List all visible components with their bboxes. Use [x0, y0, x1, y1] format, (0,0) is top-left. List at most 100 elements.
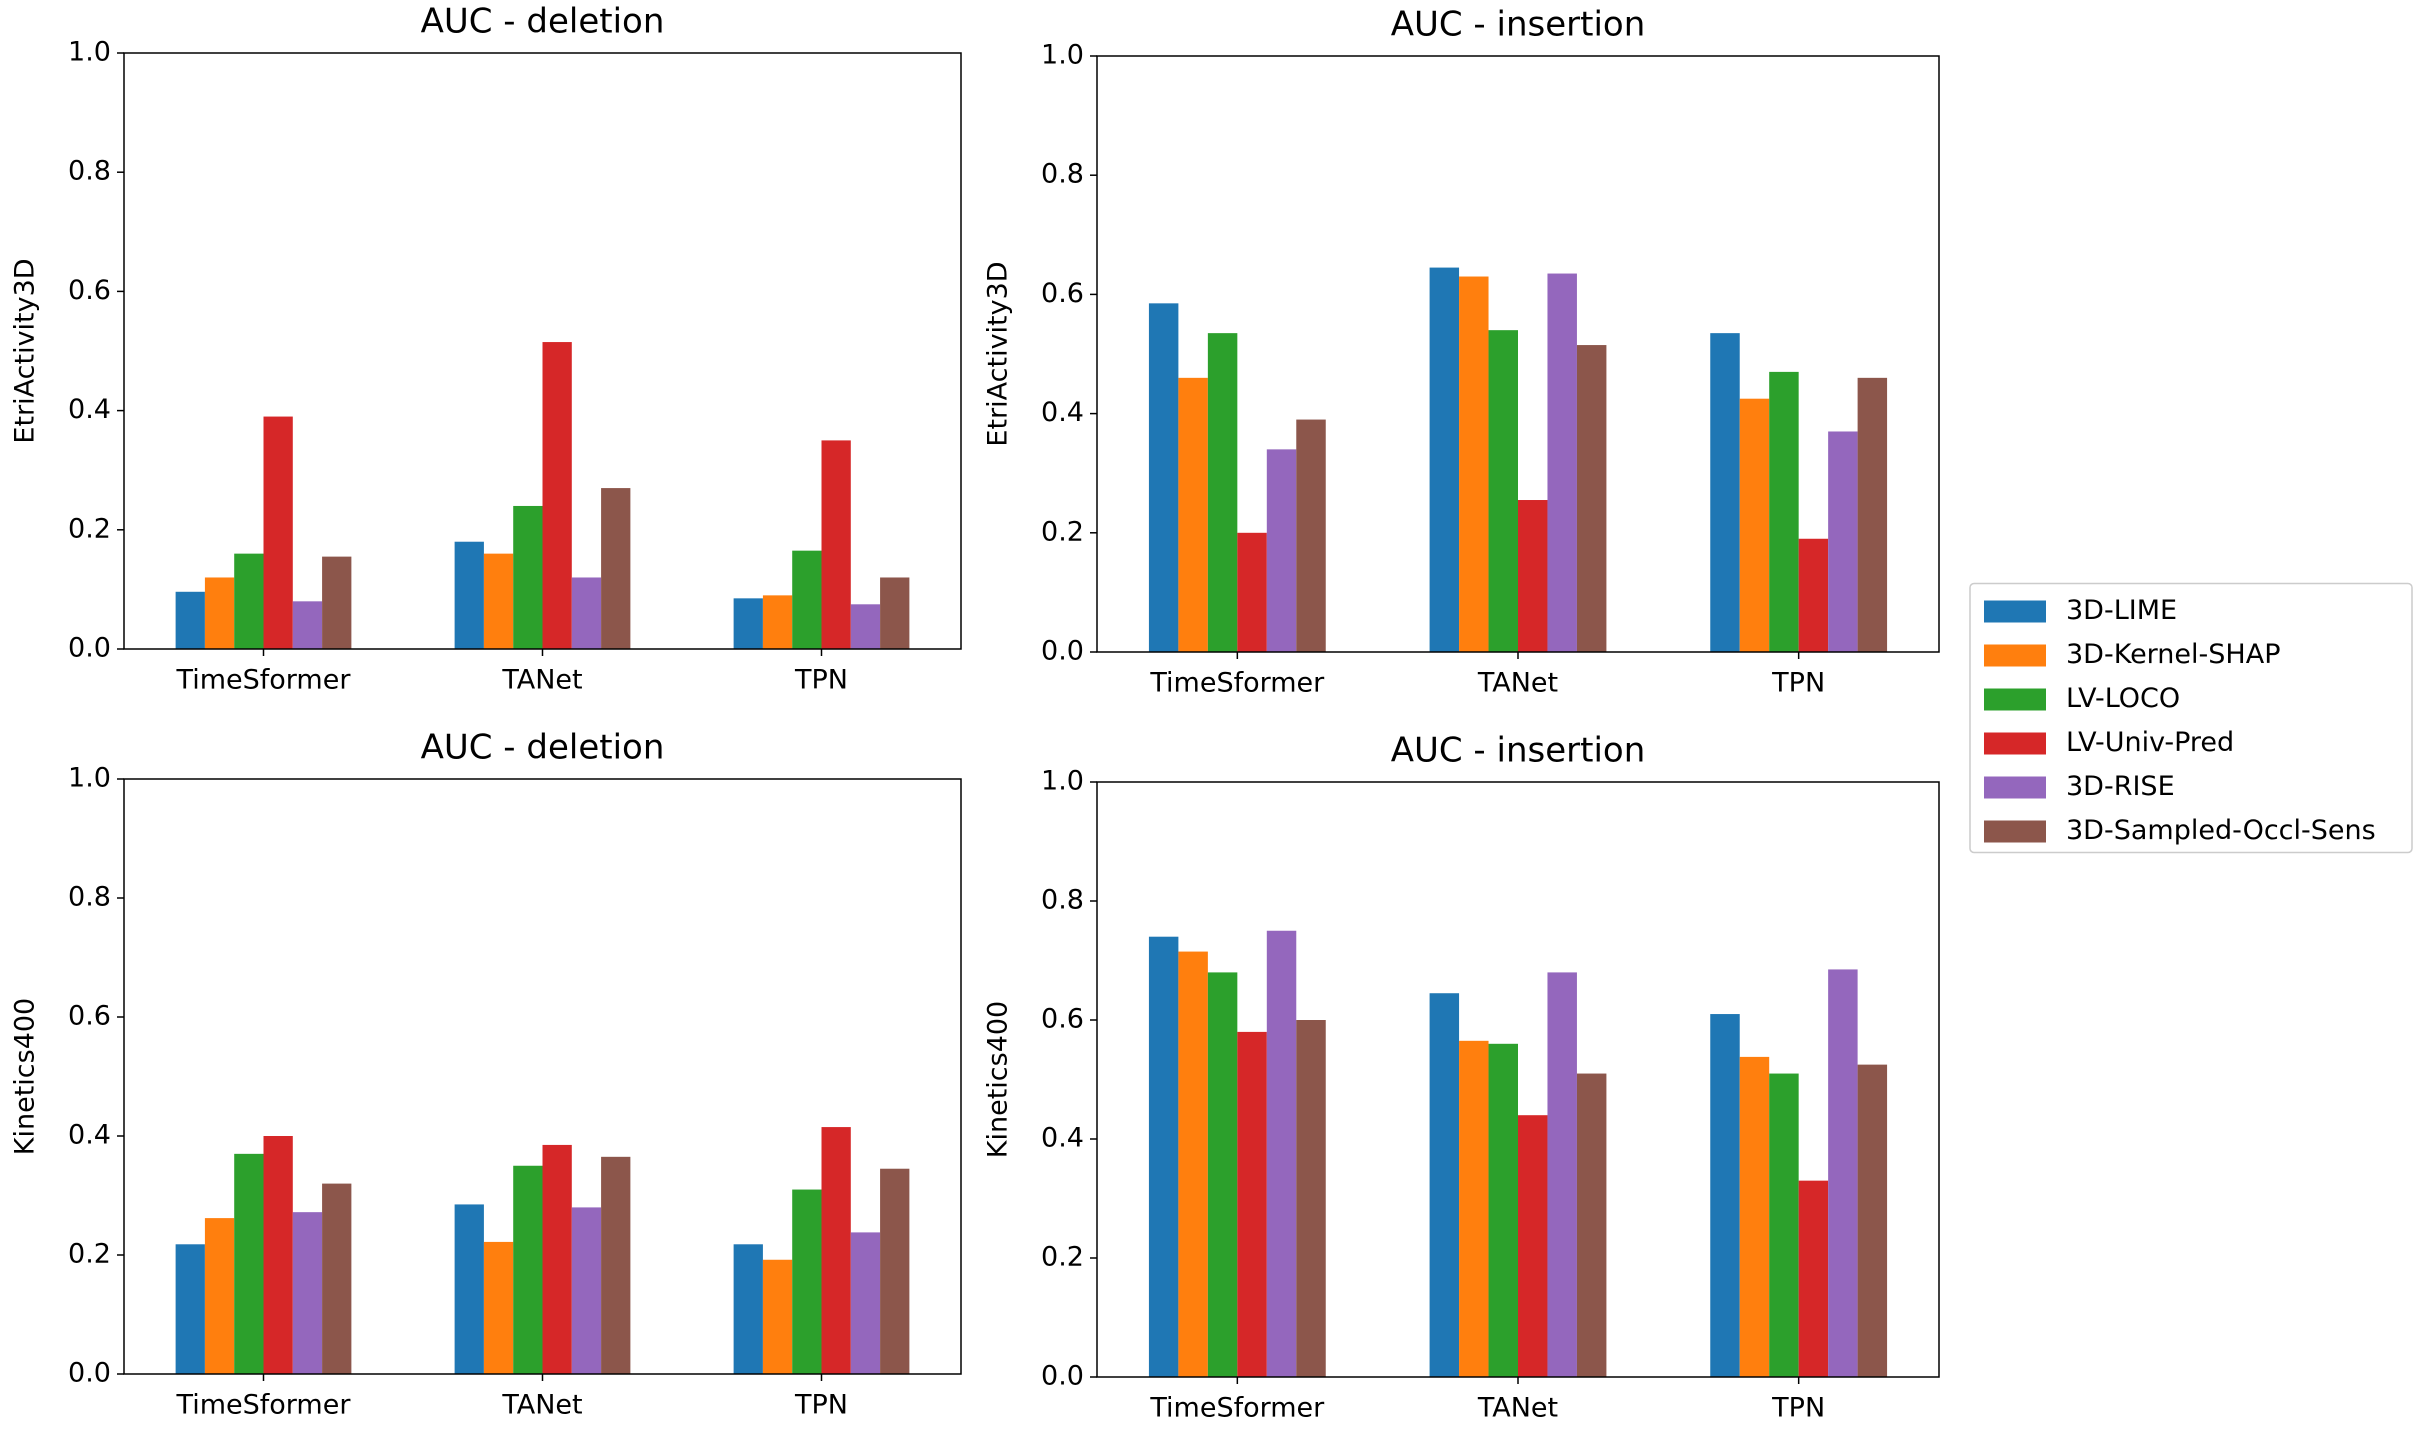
- bar: [1518, 500, 1548, 652]
- y-tick-label: 0.4: [68, 394, 111, 425]
- y-tick-label: 0.8: [68, 156, 111, 187]
- bar: [1237, 1031, 1267, 1377]
- x-tick-label: TANet: [501, 665, 582, 696]
- bar: [1237, 532, 1267, 652]
- y-axis-label: EtriActivity3D: [983, 261, 1014, 446]
- bar: [1857, 377, 1888, 652]
- x-tick-label: TimeSformer: [1149, 1393, 1325, 1424]
- bar: [733, 1244, 763, 1374]
- y-tick-label: 0.4: [1041, 1123, 1084, 1154]
- legend-label: 3D-Kernel-SHAP: [2066, 639, 2280, 670]
- bar: [762, 595, 793, 649]
- y-tick-label: 0.4: [68, 1120, 111, 1151]
- bar: [1857, 1064, 1888, 1377]
- bar: [454, 541, 484, 649]
- x-tick-label: TimeSformer: [1149, 668, 1325, 699]
- x-tick-label: TANet: [501, 1390, 582, 1421]
- bar: [204, 577, 235, 649]
- legend-label: LV-Univ-Pred: [2066, 727, 2234, 758]
- bar: [263, 1136, 293, 1374]
- y-tick-label: 0.6: [1041, 278, 1084, 309]
- bar: [454, 1204, 484, 1374]
- bar: [234, 1153, 264, 1374]
- bar: [1769, 371, 1799, 652]
- bar: [1207, 333, 1238, 652]
- bar: [1798, 1180, 1829, 1377]
- bar: [571, 1207, 602, 1374]
- bar: [1296, 419, 1326, 652]
- bar: [601, 488, 631, 649]
- bar: [1178, 377, 1208, 652]
- x-tick-label: TANet: [1477, 1393, 1558, 1424]
- x-tick-label: TimeSformer: [176, 665, 352, 696]
- x-tick-label: TimeSformer: [176, 1390, 352, 1421]
- bar: [733, 598, 763, 649]
- y-tick-label: 0.0: [1041, 1361, 1084, 1392]
- bar: [762, 1259, 793, 1374]
- legend-label: LV-LOCO: [2066, 683, 2180, 714]
- bar: [1518, 1115, 1548, 1377]
- bar: [571, 577, 602, 649]
- y-tick-label: 0.6: [1041, 1004, 1084, 1035]
- bar: [175, 1244, 205, 1374]
- bar: [601, 1156, 631, 1374]
- legend-swatch: [1984, 732, 2046, 755]
- bar: [175, 591, 205, 649]
- bar: [542, 1144, 572, 1374]
- bar: [821, 1127, 851, 1374]
- legend-swatch: [1984, 820, 2046, 843]
- chart-title: AUC - deletion: [421, 2, 665, 42]
- bar: [322, 1183, 352, 1374]
- bar: [1296, 1020, 1326, 1377]
- y-tick-label: 0.2: [1041, 516, 1084, 547]
- axes-frame: [123, 778, 962, 1375]
- y-axis-label: Kinetics400: [983, 1001, 1014, 1158]
- chart-title: AUC - insertion: [1391, 5, 1646, 45]
- bar: [792, 550, 822, 649]
- bar: [1429, 267, 1460, 652]
- bar: [1828, 969, 1858, 1377]
- bar: [292, 601, 323, 649]
- bar: [1828, 431, 1858, 652]
- bar: [1547, 972, 1577, 1377]
- bar: [1459, 1040, 1489, 1377]
- bar: [1459, 276, 1489, 652]
- y-tick-label: 0.4: [1041, 397, 1084, 428]
- bar: [322, 556, 352, 649]
- y-tick-label: 0.8: [1041, 159, 1084, 190]
- x-tick-label: TANet: [1477, 668, 1558, 699]
- bar: [1488, 1043, 1518, 1377]
- y-tick-label: 0.2: [1041, 1242, 1084, 1273]
- y-tick-label: 0.8: [68, 882, 111, 913]
- x-tick-label: TPN: [1771, 1393, 1825, 1424]
- bar: [1148, 303, 1179, 652]
- legend-box: [1969, 582, 2413, 854]
- legend-swatch: [1984, 688, 2046, 711]
- bar: [1488, 330, 1518, 652]
- bar: [1739, 1056, 1770, 1377]
- y-tick-label: 0.2: [68, 1239, 111, 1270]
- y-tick-label: 0.6: [68, 275, 111, 306]
- bar: [1710, 1014, 1740, 1377]
- y-tick-label: 1.0: [1041, 766, 1084, 797]
- bar: [1429, 993, 1460, 1377]
- y-axis-label: Kinetics400: [10, 998, 41, 1155]
- y-tick-label: 0.2: [68, 513, 111, 544]
- bar: [1739, 398, 1770, 652]
- axes-frame: [123, 52, 962, 650]
- legend-swatch: [1984, 776, 2046, 799]
- bar: [821, 440, 851, 649]
- bar: [483, 553, 514, 649]
- y-tick-label: 0.0: [1041, 636, 1084, 667]
- bar: [204, 1218, 235, 1374]
- legend-label: 3D-Sampled-Occl-Sens: [2066, 815, 2376, 846]
- bar: [1148, 936, 1179, 1377]
- bar: [1710, 333, 1740, 652]
- bar: [1547, 273, 1577, 652]
- chart-title: AUC - deletion: [421, 728, 665, 768]
- bar: [292, 1212, 323, 1374]
- bar: [263, 416, 293, 649]
- legend-label: 3D-RISE: [2066, 771, 2175, 802]
- bar: [513, 505, 543, 649]
